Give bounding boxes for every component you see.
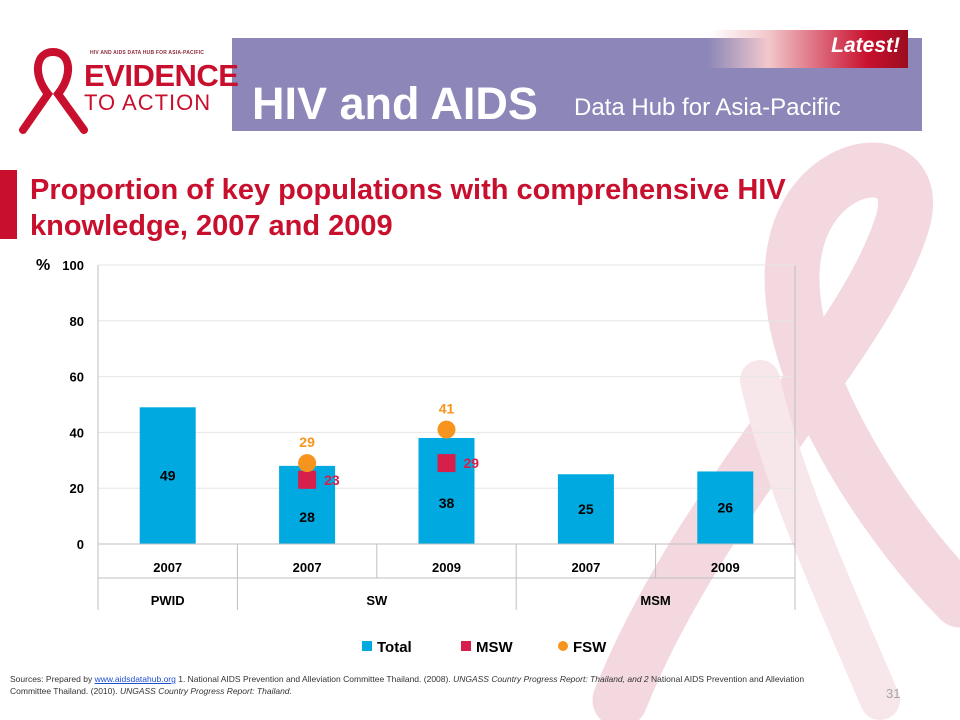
bar-data-label: 38 [439,495,455,511]
sources-link[interactable]: www.aidsdatahub.org [94,674,176,684]
logo-tagline: HIV AND AIDS DATA HUB FOR ASIA-PACIFIC [90,50,205,56]
bar-total [139,407,196,544]
group-label: PWID [151,593,185,608]
legend-swatch-total [362,641,372,651]
y-axis-label: % [36,257,50,274]
fsw-data-label: 29 [299,434,315,450]
x-tick-label: 2007 [293,560,322,575]
y-tick-label: 0 [77,537,84,552]
y-tick-label: 60 [70,370,84,385]
x-tick-label: 2009 [432,560,461,575]
latest-banner: Latest! [708,30,908,68]
sources-italic-1: UNGASS Country Progress Report: Thailand… [453,674,649,684]
fsw-data-label: 41 [439,401,455,417]
sources-footer: Sources: Prepared by www.aidsdatahub.org… [10,673,840,697]
logo-to-action: TO ACTION [84,90,212,115]
title-accent-bar [0,170,17,239]
header-subtitle: Data Hub for Asia-Pacific [574,94,841,121]
legend-label-msw: MSW [476,639,514,656]
header-title: HIV and AIDS [252,78,538,129]
y-tick-label: 100 [62,258,84,273]
bar-data-label: 25 [578,501,594,517]
msw-marker [298,470,317,489]
group-label: MSM [640,593,670,608]
msw-data-label: 23 [324,472,340,488]
msw-marker [437,454,456,473]
bar-total [418,437,475,544]
y-tick-label: 20 [70,481,84,496]
x-tick-label: 2009 [711,560,740,575]
group-label: SW [366,593,388,608]
bar-data-label: 26 [718,500,734,516]
legend-swatch-fsw [558,641,568,651]
page-number: 31 [886,686,901,701]
legend-label-fsw: FSW [573,639,607,656]
latest-label: Latest! [831,34,900,57]
chart-title: Proportion of key populations with compr… [30,174,786,242]
fsw-marker [298,454,317,473]
bar-total [557,474,614,544]
fsw-marker [437,420,456,439]
sources-text-1: 1. National AIDS Prevention and Alleviat… [175,674,454,684]
sources-italic-2: UNGASS Country Progress Report: Thailand… [119,686,292,696]
sources-prefix: Sources: Prepared by [10,674,95,684]
msw-data-label: 29 [464,455,480,471]
x-tick-label: 2007 [571,560,600,575]
sources-text-2: National AIDS Prevention and Alleviation… [10,674,805,696]
y-tick-label: 80 [70,314,84,329]
legend-label-total: Total [377,639,412,656]
y-tick-label: 40 [70,425,84,440]
bar-data-label: 28 [299,509,315,525]
x-tick-label: 2007 [153,560,182,575]
red-ribbon-icon [19,48,88,134]
bar-data-label: 49 [160,468,176,484]
bar-total [697,471,754,544]
logo-evidence: EVIDENCE [84,58,239,93]
legend-swatch-msw [461,641,471,651]
